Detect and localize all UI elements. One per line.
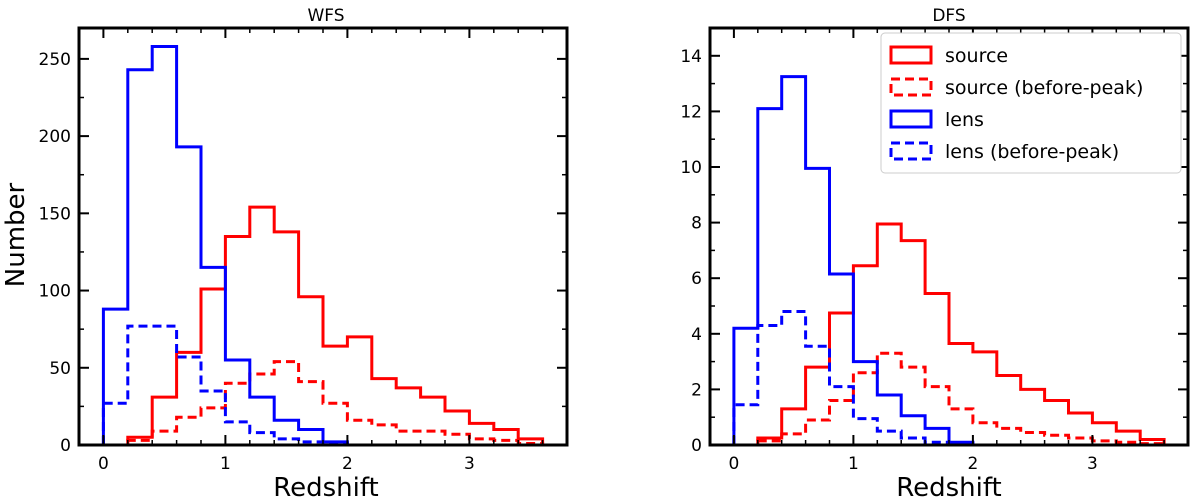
legend-label-source: source	[945, 45, 1008, 67]
dfs-x-tick-label: 2	[967, 454, 978, 474]
wfs-x-tick-label: 1	[220, 454, 231, 474]
dfs-y-tick-label: 4	[691, 325, 702, 345]
dfs-y-tick-label: 8	[691, 214, 702, 234]
wfs-title: WFS	[307, 6, 344, 26]
wfs-y-tick-label: 0	[60, 436, 71, 456]
wfs-y-tick-label: 150	[39, 204, 71, 224]
wfs-y-tick-label: 200	[39, 127, 71, 147]
legend-swatch-lens-before-peak	[889, 141, 933, 161]
dfs-y-tick-label: 12	[680, 102, 702, 122]
legend-label-source-before-peak: source (before-peak)	[945, 77, 1143, 99]
dfs-y-tick-label: 2	[691, 380, 702, 400]
wfs-x-tick-label: 3	[464, 454, 475, 474]
dfs-y-tick-label: 10	[680, 158, 702, 178]
wfs-x-tick-label: 2	[342, 454, 353, 474]
dfs-y-tick-label: 6	[691, 269, 702, 289]
legend-label-lens-before-peak: lens (before-peak)	[945, 141, 1119, 163]
dfs-x-tick-label: 0	[728, 454, 739, 474]
wfs-panel: WFS Number Redshift 0 1 2 3 0 50 100 150 200 250	[1, 6, 569, 501]
legend-swatch-lens	[889, 109, 933, 129]
wfs-x-axis-label: Redshift	[273, 473, 379, 501]
wfs-x-tick-label: 0	[98, 454, 109, 474]
dfs-legend: source source (before-peak) lens lens (befo…	[880, 32, 1182, 174]
wfs-y-tick-label: 100	[39, 282, 71, 302]
legend-frame	[880, 32, 1182, 174]
dfs-x-tick-label: 3	[1087, 454, 1098, 474]
wfs-y-tick-label: 250	[39, 50, 71, 70]
dfs-y-tick-label: 14	[680, 47, 702, 67]
dfs-series-source	[733, 222, 1166, 447]
dfs-x-tick-label: 1	[848, 454, 859, 474]
wfs-y-tick-label: 50	[49, 359, 71, 379]
wfs-y-axis-label: Number	[1, 182, 31, 287]
wfs-series-source-before-peak	[103, 360, 545, 447]
dfs-x-axis-label: Redshift	[896, 473, 1002, 501]
legend-swatch-source	[889, 45, 933, 65]
legend-label-lens: lens	[945, 109, 984, 131]
legend-swatch-source-before-peak	[889, 77, 933, 97]
wfs-plot-area: 0 1 2 3 0 50 100 150 200 250	[39, 26, 569, 474]
dfs-y-tick-label: 0	[691, 436, 702, 456]
dfs-title: DFS	[932, 6, 965, 26]
